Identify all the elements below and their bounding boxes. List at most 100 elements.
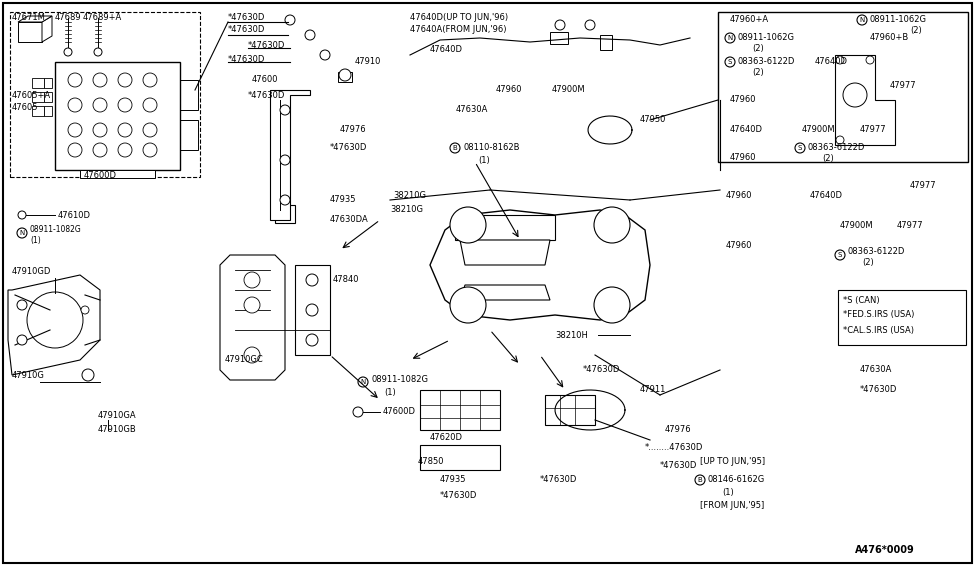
Text: 47910GA: 47910GA (98, 410, 136, 419)
Polygon shape (80, 170, 155, 178)
Text: 47960+B: 47960+B (870, 33, 910, 42)
Polygon shape (835, 55, 895, 145)
Text: *47630D: *47630D (248, 41, 286, 49)
Polygon shape (55, 62, 180, 170)
Text: 47960: 47960 (496, 85, 523, 95)
Bar (32, 106, 44, 116)
Text: (2): (2) (910, 25, 921, 35)
Circle shape (244, 347, 260, 363)
Polygon shape (18, 16, 52, 22)
Circle shape (320, 50, 330, 60)
Text: 47935: 47935 (440, 475, 466, 484)
Circle shape (285, 15, 295, 25)
Circle shape (82, 369, 94, 381)
Bar (180, 120, 198, 150)
Circle shape (93, 123, 107, 137)
Circle shape (68, 143, 82, 157)
Text: 08363-6122D: 08363-6122D (848, 247, 906, 256)
Circle shape (358, 377, 368, 387)
Text: N: N (727, 35, 732, 41)
Text: 08911-1082G: 08911-1082G (30, 225, 82, 234)
Text: S: S (838, 252, 842, 258)
Text: 47900M: 47900M (840, 221, 874, 229)
Text: 47900M: 47900M (552, 85, 586, 95)
Circle shape (17, 335, 27, 345)
Text: 47640D(UP TO JUN,'96): 47640D(UP TO JUN,'96) (410, 14, 508, 23)
Circle shape (68, 123, 82, 137)
Polygon shape (270, 90, 310, 220)
Text: 47600D: 47600D (84, 170, 116, 179)
Circle shape (244, 272, 260, 288)
Text: (1): (1) (384, 388, 396, 397)
Circle shape (143, 143, 157, 157)
Bar (90, 62, 150, 74)
Text: 47605: 47605 (12, 104, 38, 113)
Circle shape (594, 287, 630, 323)
Text: 47960: 47960 (730, 96, 757, 105)
Text: 47605+A: 47605+A (12, 91, 51, 100)
Bar (44, 106, 52, 116)
Circle shape (93, 143, 107, 157)
Circle shape (93, 73, 107, 87)
Circle shape (17, 300, 27, 310)
Polygon shape (295, 265, 330, 355)
Circle shape (280, 195, 290, 205)
Text: *47630D: *47630D (860, 385, 897, 395)
Bar (180, 80, 198, 110)
Text: *S (CAN): *S (CAN) (843, 295, 879, 305)
Circle shape (585, 20, 595, 30)
Text: *47630D: *47630D (228, 14, 265, 23)
Text: 08911-1062G: 08911-1062G (870, 15, 927, 24)
Text: 47977: 47977 (890, 80, 916, 89)
Bar (545, 395, 595, 425)
Circle shape (594, 207, 630, 243)
Text: (2): (2) (862, 258, 874, 267)
Text: *47630D: *47630D (583, 366, 620, 375)
Circle shape (866, 56, 874, 64)
Text: 47910GB: 47910GB (98, 426, 136, 435)
Circle shape (353, 407, 363, 417)
Bar (44, 78, 52, 88)
Text: *........47630D: *........47630D (645, 444, 703, 452)
Polygon shape (220, 255, 285, 380)
Text: S: S (727, 59, 732, 65)
Text: 08110-8162B: 08110-8162B (463, 144, 520, 152)
Text: 47977: 47977 (910, 181, 937, 190)
Text: (1): (1) (722, 487, 734, 496)
Text: 08911-1062G: 08911-1062G (738, 33, 795, 42)
Polygon shape (455, 215, 555, 240)
Text: 38210G: 38210G (393, 191, 426, 199)
Circle shape (17, 228, 27, 238)
Text: 47935: 47935 (330, 195, 357, 204)
Text: 47950: 47950 (640, 115, 666, 125)
Text: S: S (798, 145, 802, 151)
Text: *CAL.S.IRS (USA): *CAL.S.IRS (USA) (843, 325, 914, 335)
Text: (2): (2) (752, 67, 763, 76)
Text: 47900M: 47900M (802, 126, 836, 135)
Circle shape (725, 57, 735, 67)
Circle shape (118, 98, 132, 112)
Polygon shape (460, 240, 550, 265)
Circle shape (64, 48, 72, 56)
Text: 47689: 47689 (55, 12, 82, 22)
Circle shape (836, 136, 844, 144)
Bar (600, 35, 612, 50)
Text: 47640D: 47640D (730, 126, 763, 135)
Text: 47960: 47960 (726, 191, 753, 199)
Bar (10, 12, 200, 177)
Bar (302, 300, 318, 315)
Text: [UP TO JUN,'95]: [UP TO JUN,'95] (700, 457, 765, 466)
Text: 47910: 47910 (355, 58, 381, 66)
Circle shape (68, 98, 82, 112)
Polygon shape (8, 275, 100, 375)
Bar (838, 290, 966, 345)
Text: 38210G: 38210G (390, 205, 423, 215)
Circle shape (18, 211, 26, 219)
Circle shape (306, 274, 318, 286)
Text: 08911-1082G: 08911-1082G (371, 375, 428, 384)
Circle shape (555, 20, 565, 30)
Text: B: B (698, 477, 702, 483)
Text: 47620D: 47620D (430, 434, 463, 443)
Circle shape (305, 30, 315, 40)
Circle shape (143, 98, 157, 112)
